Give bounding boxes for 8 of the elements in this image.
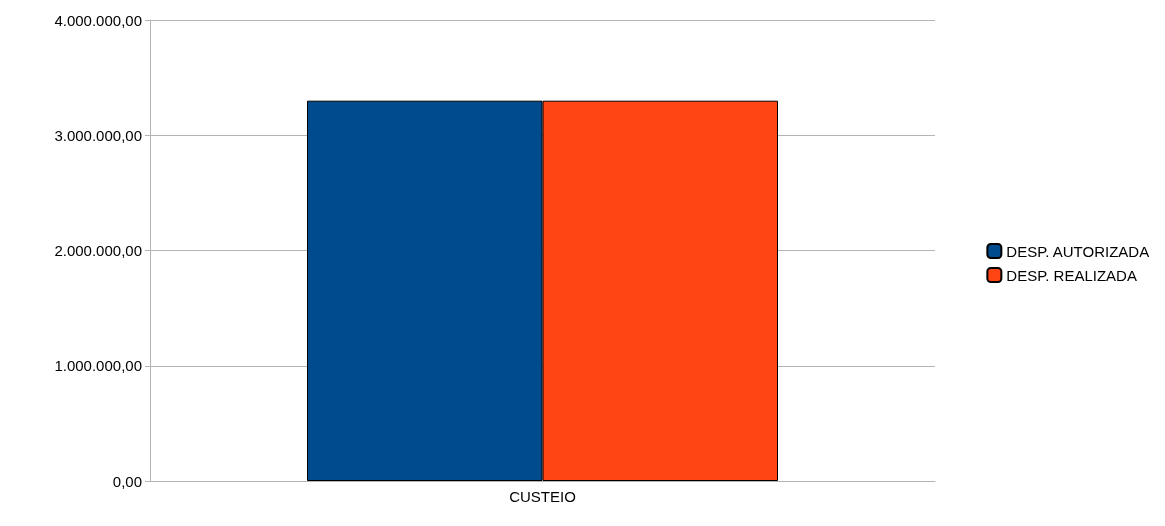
- y-tick-label: 0,00: [112, 472, 142, 490]
- legend-label: DESP. AUTORIZADA: [1006, 242, 1150, 260]
- y-tick-label: 1.000.000,00: [54, 357, 142, 375]
- x-tick-label: CUSTEIO: [509, 488, 576, 505]
- y-tick-label: 3.000.000,00: [54, 126, 142, 144]
- y-tick-label: 2.000.000,00: [54, 242, 142, 259]
- legend-label: DESP. REALIZADA: [1006, 266, 1137, 284]
- y-tick-label: 4.000.000,00: [54, 11, 142, 29]
